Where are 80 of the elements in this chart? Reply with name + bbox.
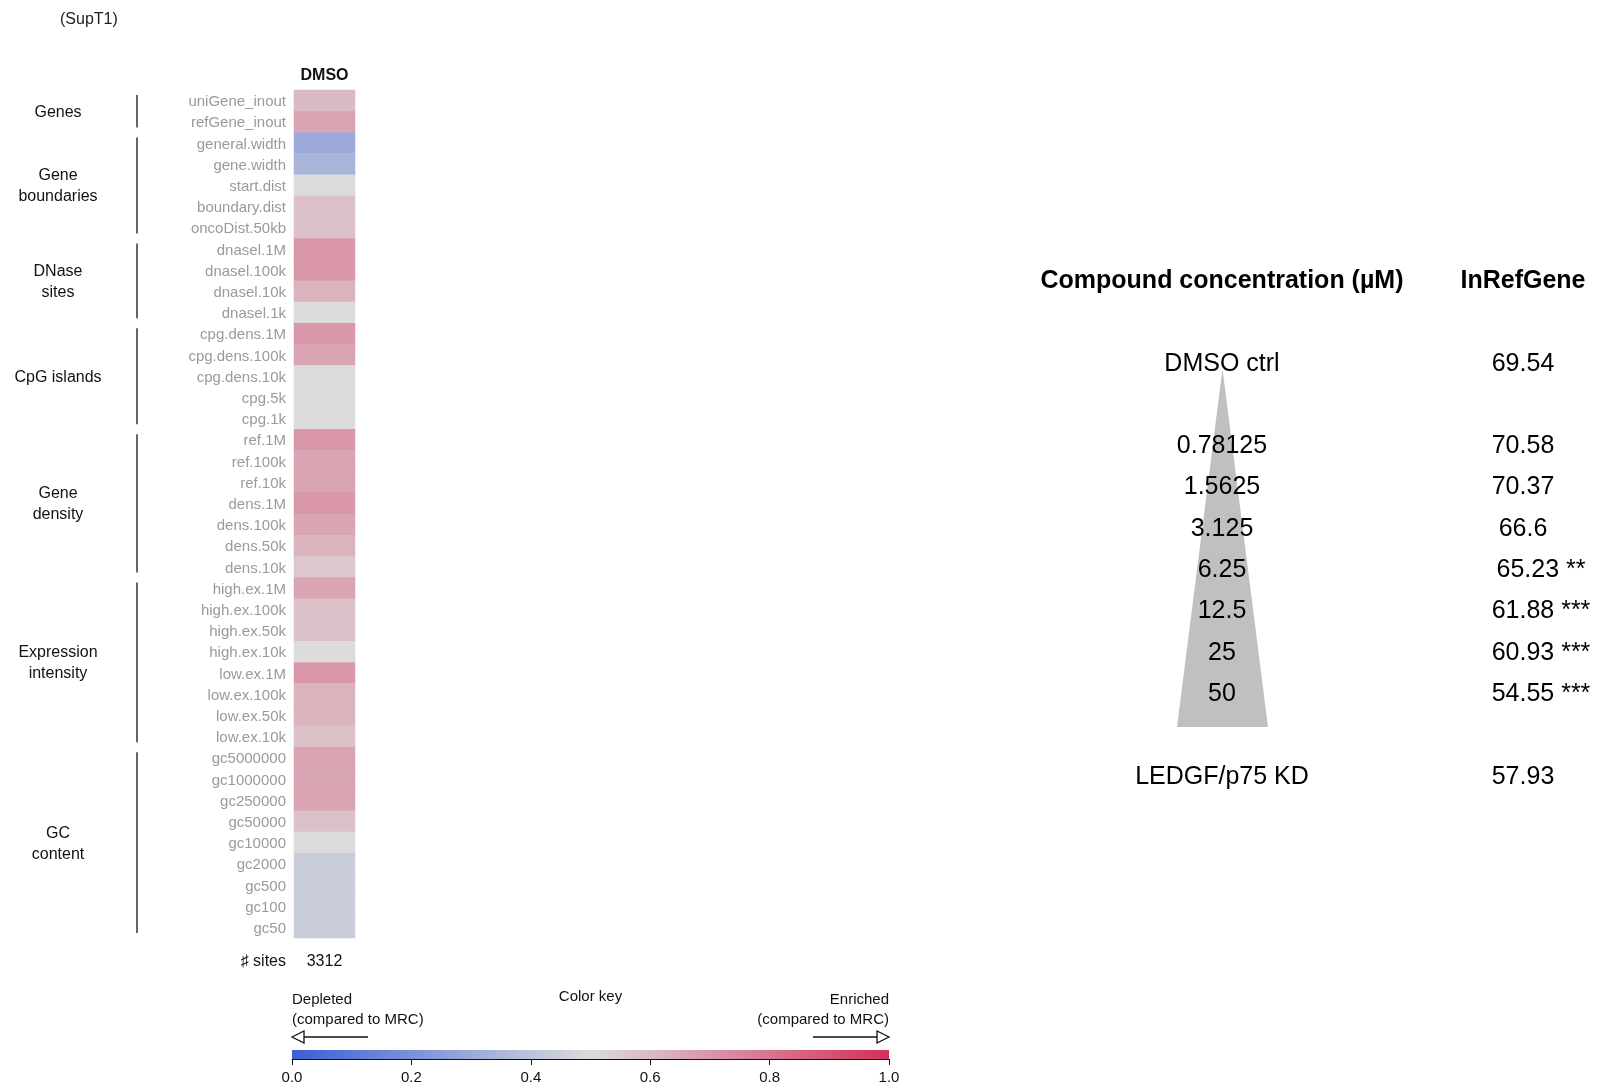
y-tick-label: general.width: [196, 134, 286, 152]
y-tick-label: high.ex.50k: [209, 622, 287, 640]
y-tick-label: low.ex.50k: [215, 706, 287, 724]
color-bar-label: 0.0: [281, 1068, 303, 1085]
category-label: 3.125: [1189, 511, 1255, 543]
text: 65.23 **: [1496, 553, 1586, 582]
y-tick-label: refGene_inout: [190, 113, 287, 131]
y-tick-label: high.ex.100k: [200, 600, 287, 618]
y-tick-label: uniGene_inout: [188, 92, 287, 110]
text: 70.58: [1491, 430, 1555, 458]
text: DNase sites: [33, 261, 83, 300]
text: InRefGene: [1460, 265, 1586, 293]
y-tick-label: dnasel.100k: [205, 261, 287, 279]
text: CpG islands: [14, 367, 102, 385]
y-tick-label: gene.width: [213, 155, 286, 173]
text: Expression intensity: [18, 643, 98, 682]
y-tick-label: gc100: [245, 897, 286, 915]
y-tick-label: dnasel.1M: [216, 240, 286, 258]
y-tick-label: gc5000000: [211, 749, 286, 767]
text: 70.37: [1491, 471, 1555, 500]
y-tick-label: gc2000: [236, 855, 286, 873]
category-label: 6.25: [1196, 552, 1248, 584]
y-tick-label: cpg.5k: [241, 388, 287, 406]
y-tick-label: dens.50k: [225, 537, 287, 555]
text: 60.93 ***: [1491, 636, 1591, 665]
text: Gene density: [32, 484, 84, 523]
x-tick-label: DMSO: [300, 65, 349, 83]
text: 66.6: [1498, 512, 1548, 541]
y-tick-label: dnasel.10k: [213, 282, 287, 300]
y-tick-label: dens.1M: [228, 494, 286, 512]
text: (SupT1): [60, 9, 118, 27]
y-tick-label: oncoDist.50kb: [190, 219, 286, 237]
text: GC content: [31, 823, 85, 862]
y-tick-label: ref.1M: [243, 431, 286, 449]
y-tick-label: cpg.1k: [241, 410, 287, 428]
color-bar-label: 0.6: [639, 1068, 661, 1085]
y-tick-label: boundary.dist: [197, 198, 287, 216]
y-tick-label: gc1000000: [211, 770, 286, 788]
category-label: 1.5625: [1182, 470, 1262, 502]
y-tick-label: dens.100k: [216, 516, 287, 534]
text: 57.93: [1491, 761, 1555, 789]
category-label: 50: [1207, 676, 1237, 708]
color-bar-label: 0.2: [400, 1068, 422, 1085]
text: Gene boundaries: [18, 166, 98, 205]
category-label: 25: [1207, 635, 1237, 667]
text: Depleted (compared to MRC): [292, 989, 424, 1027]
text: 54.55 ***: [1491, 677, 1591, 706]
y-tick-label: gc50: [253, 918, 286, 936]
y-tick-label: start.dist: [229, 176, 287, 194]
text: 61.88 ***: [1491, 595, 1591, 624]
category-label: 0.78125: [1175, 429, 1269, 460]
y-tick-label: low.ex.1M: [219, 664, 286, 682]
y-tick-label: dens.10k: [225, 558, 287, 576]
y-tick-label: high.ex.10k: [209, 643, 287, 661]
y-tick-label: high.ex.1M: [212, 579, 286, 597]
color-bar-label: 1.0: [878, 1068, 900, 1085]
y-tick-label: gc50000: [228, 812, 286, 830]
text: ♯ sites: [240, 951, 286, 969]
text: Compound concentration (µM): [1040, 265, 1404, 293]
color-bar-title: Color key: [558, 987, 623, 1004]
y-tick-label: cpg.dens.1M: [200, 325, 286, 343]
text: Enriched (compared to MRC): [757, 989, 889, 1027]
text: 69.54: [1491, 348, 1555, 376]
y-tick-label: cpg.dens.100k: [188, 346, 287, 364]
y-tick-label: gc500: [245, 876, 286, 894]
y-tick-label: cpg.dens.10k: [196, 367, 287, 385]
category-label: 12.5: [1196, 594, 1248, 626]
color-bar-label: 0.4: [520, 1068, 542, 1085]
y-tick-label: low.ex.10k: [215, 728, 287, 746]
y-tick-label: gc10000: [228, 834, 286, 852]
y-tick-label: gc250000: [220, 791, 286, 809]
color-bar-label: 0.8: [759, 1068, 781, 1085]
y-tick-label: ref.10k: [240, 473, 287, 491]
text: Genes: [34, 102, 82, 120]
y-tick-label: dnasel.1k: [221, 304, 287, 322]
category-label: DMSO ctrl: [1163, 347, 1281, 378]
y-tick-label: ref.100k: [231, 452, 287, 470]
category-label: LEDGF/p75 KD: [1134, 760, 1310, 791]
y-tick-label: low.ex.100k: [207, 685, 287, 703]
text: 3312: [306, 951, 343, 969]
